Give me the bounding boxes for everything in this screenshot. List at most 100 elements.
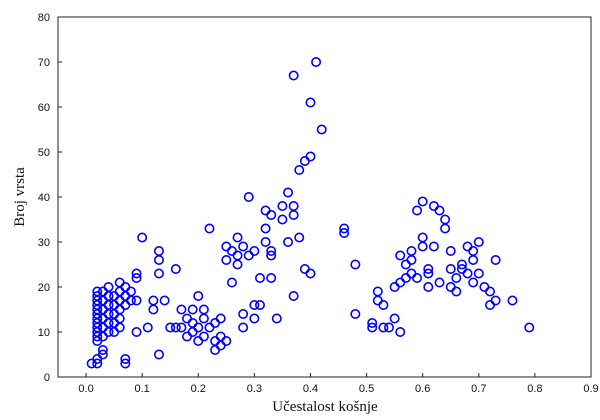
data-point — [215, 313, 226, 324]
data-point — [490, 255, 501, 266]
data-point — [305, 151, 316, 162]
x-tick-label: 0.9 — [583, 383, 598, 395]
data-point — [283, 187, 294, 198]
data-point — [176, 304, 187, 315]
data-point — [367, 322, 378, 333]
y-axis-title: Broj vrsta — [12, 167, 28, 227]
data-point — [159, 295, 170, 306]
data-point — [473, 268, 484, 279]
data-point — [260, 223, 271, 234]
data-point — [288, 70, 299, 81]
data-point — [254, 272, 265, 283]
data-point — [389, 313, 400, 324]
data-point — [378, 299, 389, 310]
x-tick-label: 0.2 — [191, 383, 206, 395]
data-point — [243, 192, 254, 203]
data-point — [468, 277, 479, 288]
data-point — [445, 246, 456, 257]
data-point — [350, 308, 361, 319]
data-point — [131, 326, 142, 337]
data-point — [153, 349, 164, 360]
data-point — [288, 290, 299, 301]
x-tick-label: 0.0 — [78, 383, 93, 395]
data-point — [451, 272, 462, 283]
data-point — [395, 250, 406, 261]
data-point — [507, 295, 518, 306]
data-point — [170, 263, 181, 274]
data-point — [305, 97, 316, 108]
data-point — [232, 232, 243, 243]
data-point — [125, 286, 136, 297]
x-axis: 0.0 0.1 0.2 0.3 0.4 0.5 0.6 0.7 0.8 0.9 — [78, 373, 599, 395]
data-point — [524, 322, 535, 333]
data-point — [462, 268, 473, 279]
data-point — [339, 228, 350, 239]
data-point — [153, 268, 164, 279]
data-point — [204, 223, 215, 234]
data-point — [451, 286, 462, 297]
data-point — [142, 322, 153, 333]
y-tick-label: 80 — [38, 12, 50, 24]
data-point — [92, 286, 103, 297]
data-point — [417, 196, 428, 207]
data-point — [238, 322, 249, 333]
data-point — [131, 272, 142, 283]
x-tick-label: 0.1 — [135, 383, 150, 395]
data-point — [288, 201, 299, 212]
data-point — [271, 313, 282, 324]
data-point — [266, 210, 277, 221]
data-point — [266, 250, 277, 261]
data-point — [406, 255, 417, 266]
data-point — [193, 290, 204, 301]
data-point — [221, 335, 232, 346]
data-point — [137, 232, 148, 243]
data-point — [254, 299, 265, 310]
y-tick-label: 10 — [38, 327, 50, 339]
data-point — [456, 259, 467, 270]
data-point — [277, 214, 288, 225]
data-point — [350, 259, 361, 270]
data-point — [120, 353, 131, 364]
data-point — [153, 246, 164, 257]
data-point — [97, 344, 108, 355]
y-tick-label: 50 — [38, 147, 50, 159]
x-tick-label: 0.8 — [527, 383, 542, 395]
data-point — [412, 272, 423, 283]
data-point — [97, 349, 108, 360]
x-tick-label: 0.5 — [359, 383, 374, 395]
data-point — [367, 317, 378, 328]
x-tick-label: 0.4 — [303, 383, 318, 395]
x-axis-title: Učestalost košnje — [272, 399, 378, 415]
data-point — [311, 56, 322, 67]
data-point — [198, 331, 209, 342]
data-point — [238, 308, 249, 319]
data-point — [473, 237, 484, 248]
data-point — [294, 165, 305, 176]
data-point — [170, 322, 181, 333]
data-point — [417, 241, 428, 252]
data-point — [395, 326, 406, 337]
data-point — [445, 263, 456, 274]
y-tick-label: 70 — [38, 57, 50, 69]
data-point — [198, 304, 209, 315]
x-tick-label: 0.6 — [415, 383, 430, 395]
y-tick-label: 20 — [38, 282, 50, 294]
data-point — [378, 322, 389, 333]
data-point — [485, 286, 496, 297]
y-tick-label: 0 — [44, 372, 50, 384]
data-point — [238, 241, 249, 252]
data-points — [86, 56, 535, 369]
data-point — [434, 205, 445, 216]
x-tick-label: 0.3 — [247, 383, 262, 395]
data-point — [384, 322, 395, 333]
data-point — [423, 281, 434, 292]
data-point — [232, 250, 243, 261]
data-point — [266, 246, 277, 257]
data-point — [249, 299, 260, 310]
data-point — [423, 263, 434, 274]
plot-frame — [57, 16, 592, 378]
data-point — [490, 295, 501, 306]
data-point — [434, 277, 445, 288]
data-point — [316, 124, 327, 135]
